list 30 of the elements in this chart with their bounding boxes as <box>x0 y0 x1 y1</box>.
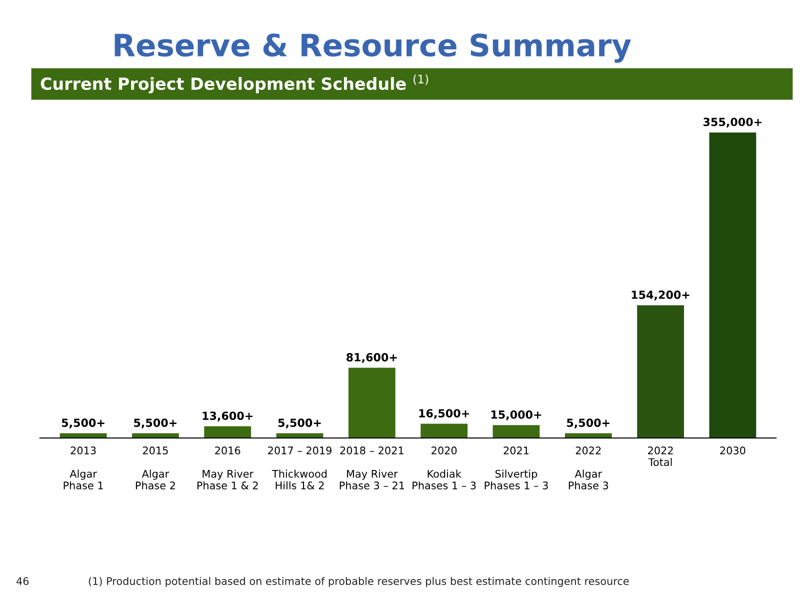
data-label: 81,600+ <box>346 353 397 363</box>
data-label: 5,500+ <box>278 418 321 428</box>
data-label: 5,500+ <box>62 418 104 428</box>
category-label: 2018 – 2021 May River Phase 3 – 21 <box>340 446 404 490</box>
chart-subtitle: Current Project Development Schedule $^{(1)}$ <box>40 74 428 94</box>
category-label: 2016 May River Phase 1 & 2 <box>197 446 258 490</box>
category-label: 2021 Silvertip Phases 1 – 3 <box>484 446 548 490</box>
category-label: 2017 – 2019 Thickwood Hills 1& 2 <box>268 446 332 490</box>
text: 46 <box>16 577 29 586</box>
data-label: 16,500+ <box>419 409 469 419</box>
bar <box>709 132 756 438</box>
data-label: 5,500+ <box>134 418 176 428</box>
bar <box>204 426 252 438</box>
category-label: 2020 Kodiak Phases 1 – 3 <box>412 446 476 490</box>
data-label: 5,500+ <box>567 418 610 428</box>
text: (1) Production potential based on estimate of probable reserves plus best estimate contingent resource <box>88 576 629 588</box>
data-label: 154,200+ <box>632 290 690 300</box>
chart-title: Reserve & Resource Summary <box>114 34 632 63</box>
category-label: 2013 Algar Phase 1 <box>64 446 103 490</box>
x-tick-label: 2022 Total <box>648 446 673 466</box>
bar <box>492 425 540 438</box>
category-label: 2015 Algar Phase 2 <box>136 446 175 490</box>
x-tick-label: 2030 <box>720 446 746 454</box>
bar <box>348 368 396 438</box>
data-label: 15,000+ <box>491 410 542 420</box>
category-label: 2022 Algar Phase 3 <box>568 446 608 490</box>
bar <box>637 305 684 438</box>
data-label: 13,600+ <box>202 412 253 422</box>
bar <box>420 424 468 438</box>
data-label: 355,000+ <box>703 118 762 128</box>
